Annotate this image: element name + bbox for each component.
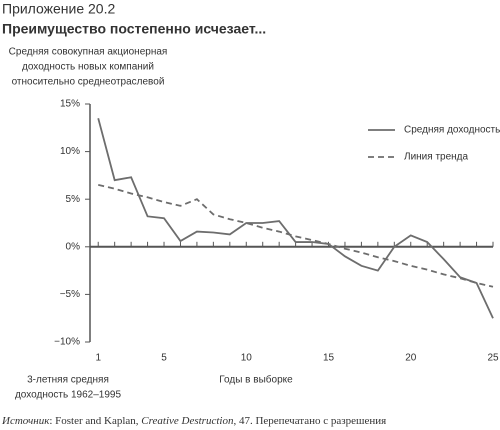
x-tick-label: 1 (95, 353, 101, 364)
series-line (97, 118, 494, 319)
source-part: : Foster and Kaplan, (49, 415, 141, 427)
series-line (98, 184, 494, 288)
chart-title: Приложение 20.2 (2, 1, 115, 17)
legend-label: Линия тренда (404, 152, 469, 163)
y-tick-label: −10% (54, 337, 80, 348)
y-tick-label: 15% (60, 99, 80, 110)
source-part: , 47. Перепечатано с разрешения (233, 415, 386, 427)
y-tick-label: 5% (66, 194, 81, 205)
x-tick-label: 25 (487, 353, 499, 364)
source-part: Источник (1, 415, 50, 427)
y-axis-label: Средняя совокупная акционерная (9, 47, 168, 58)
x-tick-label: 20 (405, 353, 417, 364)
y-axis-label: относительно среднеотраслевой (12, 77, 165, 88)
y-tick-label: −5% (60, 289, 80, 300)
x-axis-label: Годы в выборке (219, 374, 293, 386)
y-axis-label: доходность новых компаний (22, 62, 154, 73)
x-note: доходность 1962–1995 (15, 390, 121, 401)
chart-subtitle: Преимущество постепенно исчезает... (2, 21, 266, 37)
legend-label: Средняя доходность (404, 125, 500, 136)
y-tick-label: 0% (66, 241, 81, 252)
x-tick-label: 10 (241, 353, 253, 364)
x-tick-label: 15 (323, 353, 335, 364)
source: Источник: Foster and Kaplan, Creative De… (1, 415, 386, 427)
source-part: Creative Destruction (141, 415, 234, 427)
x-note: 3-летняя средняя (27, 375, 109, 386)
x-tick-label: 5 (161, 353, 167, 364)
y-tick-label: 10% (60, 146, 80, 157)
